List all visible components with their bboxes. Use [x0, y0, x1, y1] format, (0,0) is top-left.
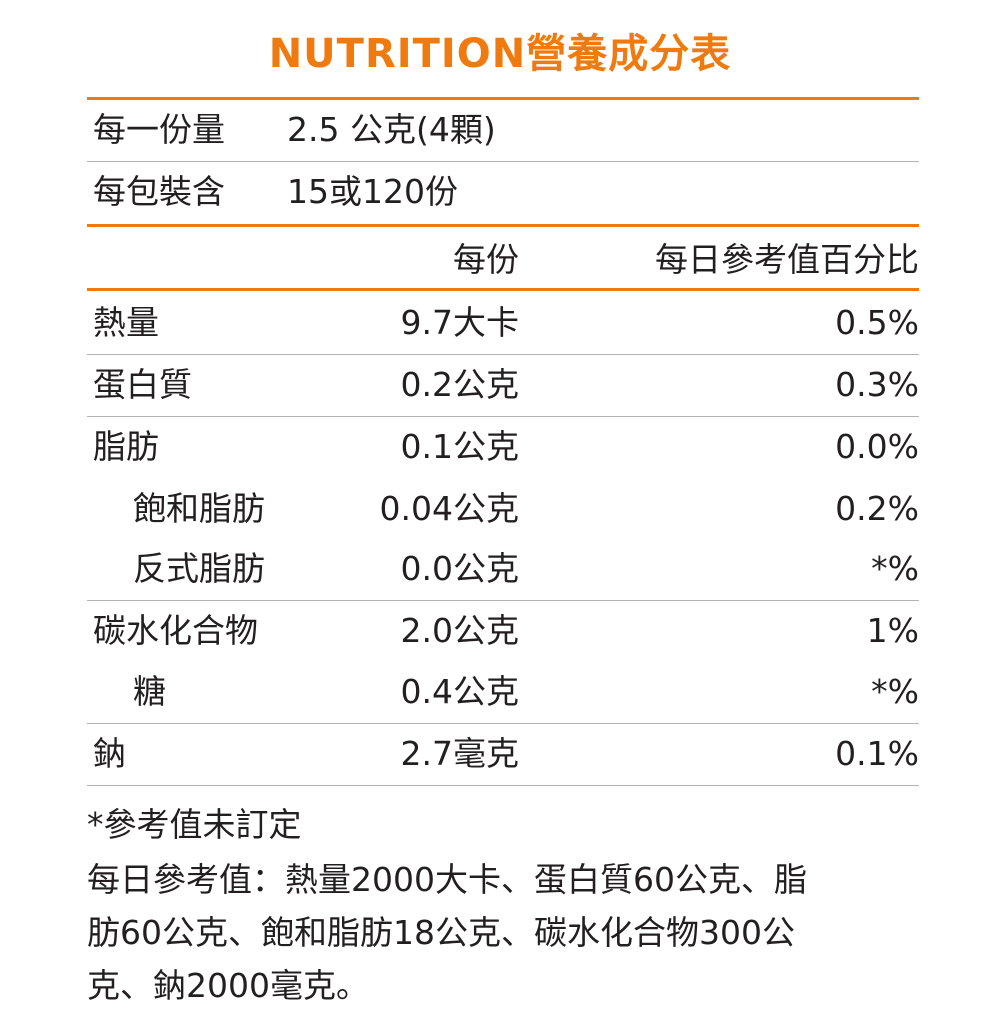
nutrient-daily-value: 1%	[866, 611, 919, 650]
nutrient-row-trans-fat: 反式脂肪 0.0公克 *%	[87, 539, 919, 599]
divider	[87, 785, 919, 786]
nutrient-daily-value: 0.1%	[835, 734, 919, 773]
footnote-undefined: *參考值未訂定	[87, 805, 302, 844]
divider	[87, 161, 919, 162]
per-serving-header: 每份	[453, 240, 519, 279]
nutrient-label: 碳水化合物	[93, 611, 258, 650]
serving-size-value: 2.5 公克(4顆)	[287, 110, 496, 149]
nutrient-per-serving: 0.1公克	[400, 427, 519, 466]
nutrient-row-saturated-fat: 飽和脂肪 0.04公克 0.2%	[87, 479, 919, 539]
table-title: NUTRITION營養成分表	[268, 31, 732, 77]
nutrient-row-sugar: 糖 0.4公克 *%	[87, 662, 919, 722]
nutrient-row-protein: 蛋白質 0.2公克 0.3%	[87, 355, 919, 415]
divider	[87, 354, 919, 355]
serving-size-label: 每一份量	[93, 110, 225, 149]
nutrient-per-serving: 9.7大卡	[400, 303, 519, 342]
divider	[87, 416, 919, 417]
column-header-rule	[87, 288, 919, 291]
nutrient-per-serving: 0.2公克	[400, 365, 519, 404]
footnote-daily-reference-end: 克、鈉2000毫克。	[87, 966, 369, 1005]
nutrient-label: 蛋白質	[93, 365, 192, 404]
divider	[87, 723, 919, 724]
daily-value-header: 每日參考值百分比	[655, 240, 919, 279]
footnote-daily-reference: 每日參考值：熱量2000大卡、蛋白質60公克、脂	[87, 860, 807, 899]
nutrient-per-serving: 0.4公克	[400, 672, 519, 711]
nutrient-row-sodium: 鈉 2.7毫克 0.1%	[87, 724, 919, 784]
nutrient-label: 脂肪	[93, 427, 159, 466]
nutrient-daily-value: *%	[871, 549, 919, 588]
nutrient-per-serving: 2.7毫克	[400, 734, 519, 773]
header-rule	[87, 97, 919, 100]
nutrient-label: 反式脂肪	[133, 549, 265, 588]
nutrient-label: 糖	[133, 672, 166, 711]
nutrient-per-serving: 0.04公克	[379, 489, 519, 528]
nutrient-daily-value: 0.3%	[835, 365, 919, 404]
nutrient-daily-value: *%	[871, 672, 919, 711]
divider	[87, 600, 919, 601]
nutrient-row-energy: 熱量 9.7大卡 0.5%	[87, 293, 919, 353]
servings-per-pack-row: 每包裝含 15或120份	[87, 162, 919, 222]
nutrient-daily-value: 0.0%	[835, 427, 919, 466]
servings-per-pack-label: 每包裝含	[93, 172, 225, 211]
servings-per-pack-value: 15或120份	[287, 172, 458, 211]
nutrient-row-fat: 脂肪 0.1公克 0.0%	[87, 417, 919, 477]
nutrient-daily-value: 0.5%	[835, 303, 919, 342]
nutrient-label: 鈉	[93, 734, 126, 773]
section-rule	[87, 224, 919, 227]
nutrient-label: 熱量	[93, 303, 159, 342]
nutrient-daily-value: 0.2%	[835, 489, 919, 528]
serving-size-row: 每一份量 2.5 公克(4顆)	[87, 100, 919, 160]
footnote-daily-reference-cont: 肪60公克、飽和脂肪18公克、碳水化合物300公	[87, 913, 795, 952]
nutrient-per-serving: 0.0公克	[400, 549, 519, 588]
column-header-row: 每份 每日參考值百分比	[87, 230, 919, 290]
nutrient-per-serving: 2.0公克	[400, 611, 519, 650]
nutrient-label: 飽和脂肪	[133, 489, 265, 528]
nutrient-row-carbohydrate: 碳水化合物 2.0公克 1%	[87, 601, 919, 661]
